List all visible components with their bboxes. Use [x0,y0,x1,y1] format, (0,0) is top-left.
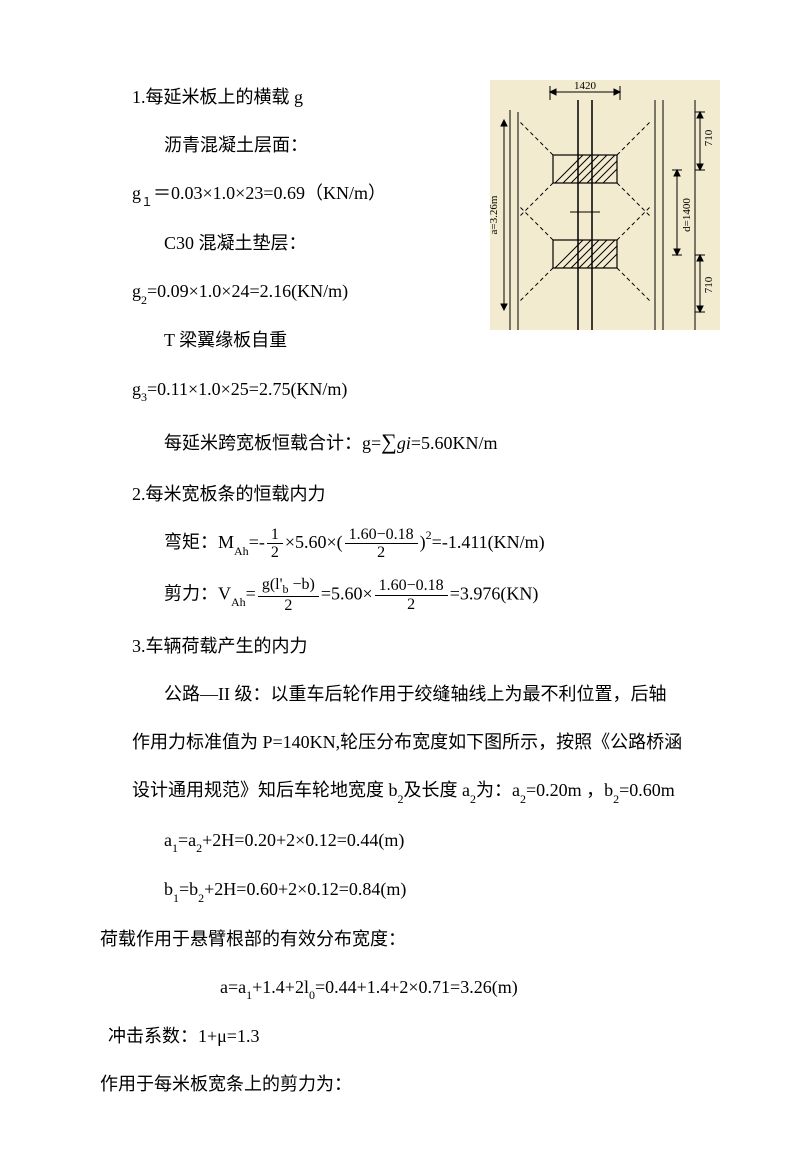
svg-text:d=1400: d=1400 [681,198,693,232]
diagram: 1420 710 [490,80,720,330]
svg-text:710: 710 [703,276,715,293]
line-14: 作用力标准值为 P=140KN,轮压分布宽度如下图所示，按照《公路桥涵 [100,725,700,759]
line-19: a=a1+1.4+2l0=0.44+1.4+2×0.71=3.26(m) [100,970,700,1005]
line-8: 每延米跨宽板恒载合计：g=∑gi=5.60KN/m [100,421,700,463]
line-12: 3.车辆荷载产生的内力 [100,629,700,663]
line-10: 弯矩：MAh=-12×5.60×(1.60−0.182)2=-1.411(KN/… [100,525,700,562]
line-13: 公路—II 级：以重车后轮作用于绞缝轴线上为最不利位置，后轴 [100,677,700,711]
line-21: 作用于每米板宽条上的剪力为： [100,1067,700,1101]
svg-text:710: 710 [703,129,715,146]
line-9: 2.每米宽板条的恒载内力 [100,477,700,511]
svg-text:a=3.26m: a=3.26m [490,195,500,234]
line-16: a1=a2+2H=0.20+2×0.12=0.44(m) [100,823,700,858]
svg-text:1420: 1420 [574,80,597,92]
line-17: b1=b2+2H=0.60+2×0.12=0.84(m) [100,872,700,907]
line-20: 冲击系数：1+μ=1.3 [100,1019,700,1053]
line-7: g3=0.11×1.0×25=2.75(KN/m) [100,372,700,407]
line-18: 荷载作用于悬臂根部的有效分布宽度： [100,922,700,956]
line-15: 设计通用规范》知后车轮地宽度 b2及长度 a2为：a2=0.20m ，b2=0.… [100,773,700,808]
line-11: 剪力：VAh=g(l'b −b)2=5.60×1.60−0.182=3.976(… [100,576,700,615]
